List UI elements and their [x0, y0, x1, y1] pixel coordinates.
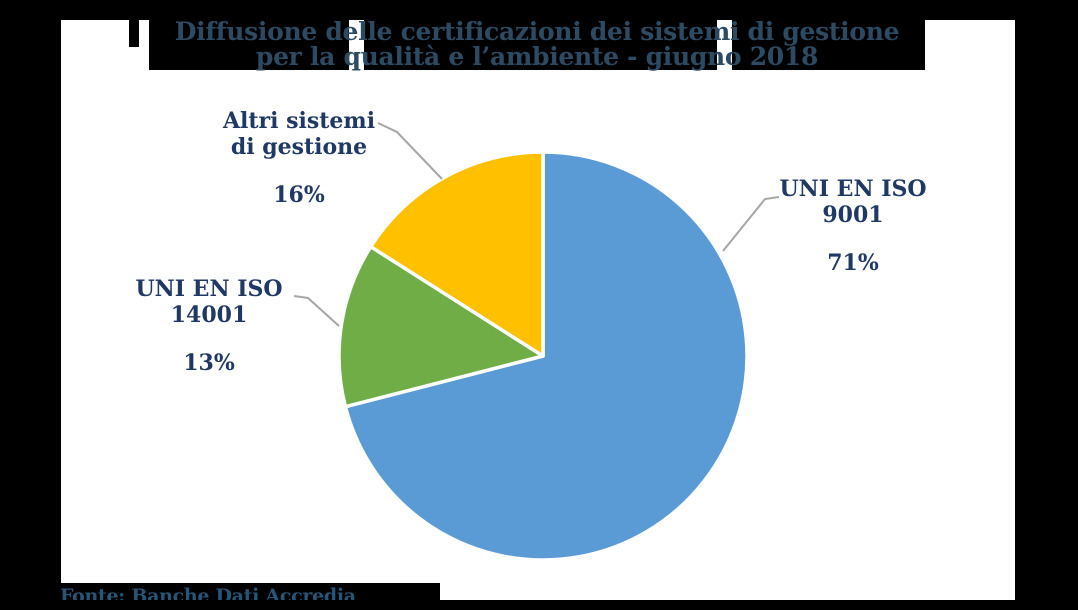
percent-value: 71%: [827, 250, 879, 276]
white-stripe: [717, 19, 732, 70]
label-uni-en-iso-9001: UNI EN ISO 9001 71%: [753, 176, 953, 276]
label-line: 14001: [170, 302, 248, 328]
chart-title: Diffusione delle certificazioni dei sist…: [149, 19, 925, 69]
label-line: 9001: [822, 202, 884, 228]
white-stripe: [349, 19, 364, 70]
label-line: di gestione: [230, 134, 368, 160]
percent-value: 13%: [183, 350, 235, 376]
chart-title-line1: Diffusione delle certificazioni dei sist…: [174, 17, 900, 46]
label-line: UNI EN ISO: [135, 276, 283, 302]
label-altri-sistemi: Altri sistemi di gestione 16%: [199, 108, 399, 208]
label-line: UNI EN ISO: [779, 176, 927, 202]
percent-value: 16%: [273, 182, 325, 208]
border-band: [0, 0, 1078, 20]
title-backdrop-fragment: [129, 19, 139, 47]
title-backdrop: [149, 19, 925, 70]
chart-title-line2: per la qualità e l’ambiente - giugno 201…: [255, 42, 819, 71]
border-band: [1015, 0, 1078, 610]
border-band: [0, 600, 1078, 610]
label-line: Altri sistemi: [222, 108, 376, 134]
border-band: [0, 0, 61, 610]
label-uni-en-iso-14001: UNI EN ISO 14001 13%: [109, 276, 309, 376]
